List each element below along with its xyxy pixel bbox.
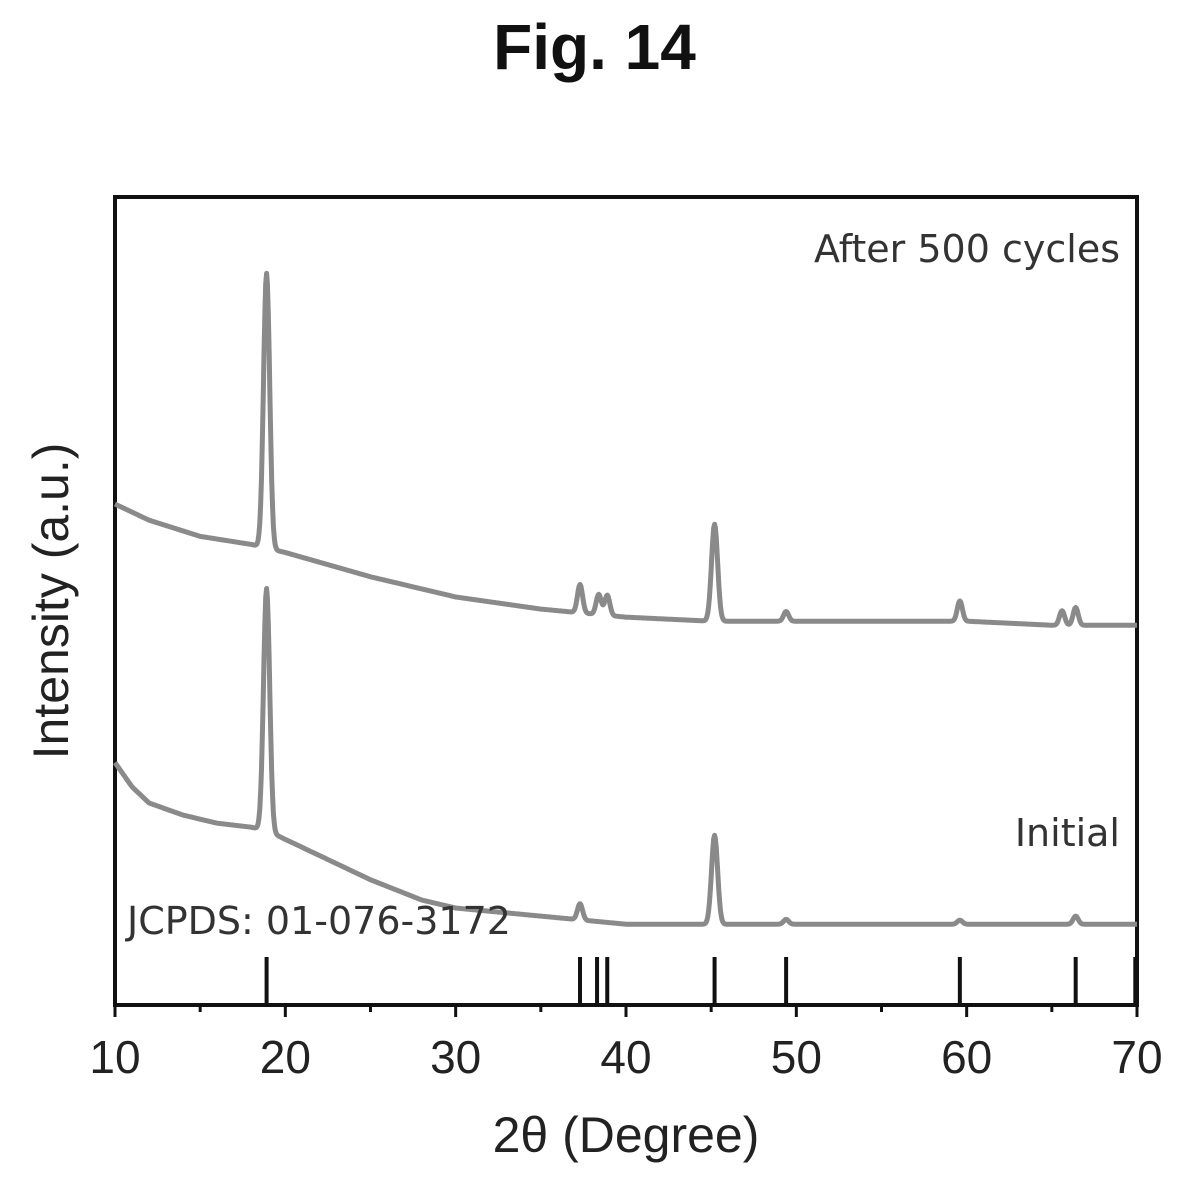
series-label-initial: Initial xyxy=(1015,811,1120,855)
x-tick-label: 20 xyxy=(260,1031,311,1083)
x-tick-label: 50 xyxy=(771,1031,822,1083)
reference-lines xyxy=(264,957,1138,1005)
series-line-after-500-cycles xyxy=(113,270,1139,628)
x-tick-label: 40 xyxy=(600,1031,651,1083)
x-tick-label: 60 xyxy=(941,1031,992,1083)
series-line-initial xyxy=(112,586,1139,927)
x-axis-ticks: 10 20 30 40 50 60 70 xyxy=(89,1005,1163,1083)
reference-label: JCPDS: 01-076-3172 xyxy=(125,899,511,943)
figure-title: Fig. 14 xyxy=(493,11,696,83)
series-label-after-500-cycles: After 500 cycles xyxy=(814,227,1120,271)
y-axis-title: Intensity (a.u.) xyxy=(23,443,79,760)
x-tick-label: 30 xyxy=(430,1031,481,1083)
x-axis-title: 2θ (Degree) xyxy=(493,1107,760,1163)
series-layer xyxy=(112,270,1139,927)
x-tick-label: 70 xyxy=(1111,1031,1162,1083)
x-tick-label: 10 xyxy=(89,1031,140,1083)
